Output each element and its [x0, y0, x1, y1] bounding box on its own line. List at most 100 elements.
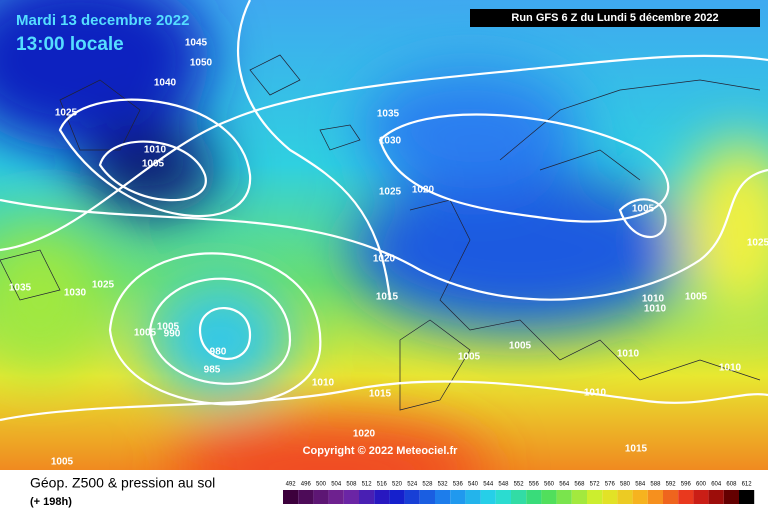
scale-swatch — [571, 490, 587, 504]
isobar-label: 1035 — [9, 283, 32, 294]
scale-label: 584 — [635, 482, 646, 488]
isobar-label: 985 — [204, 365, 221, 376]
scale-swatch — [404, 490, 420, 504]
scale-label: 596 — [681, 482, 692, 488]
scale-swatch — [526, 490, 542, 504]
time: 13:00 locale — [16, 34, 124, 55]
scale-label: 500 — [316, 482, 327, 488]
date: Mardi 13 decembre 2022 — [16, 12, 189, 29]
scale-swatch — [419, 490, 435, 504]
scale-swatch — [678, 490, 694, 504]
scale-label: 604 — [711, 482, 722, 488]
scale-swatch — [465, 490, 481, 504]
scale-label: 560 — [544, 482, 555, 488]
scale-label: 508 — [346, 482, 357, 488]
copyright: Copyright © 2022 Meteociel.fr — [303, 445, 459, 457]
isobar-label: 1015 — [376, 292, 399, 303]
isobar-label: 1010 — [144, 145, 167, 156]
scale-swatch — [328, 490, 344, 504]
isobar-label: 1010 — [644, 304, 667, 315]
scale-swatch — [723, 490, 739, 504]
isobar-label: 1015 — [369, 389, 392, 400]
scale-label: 504 — [331, 482, 342, 488]
isobar-label: 1010 — [312, 378, 335, 389]
scale-swatch — [556, 490, 572, 504]
scale-label: 580 — [620, 482, 631, 488]
scale-label: 496 — [301, 482, 312, 488]
scale-swatch — [693, 490, 709, 504]
isobars — [0, 0, 768, 420]
scale-swatch — [374, 490, 390, 504]
isobar-label: 1035 — [377, 109, 400, 120]
scale-swatch — [495, 490, 511, 504]
footer-lead: (+ 198h) — [30, 496, 72, 508]
isobar-label: 1045 — [185, 38, 208, 49]
scale-swatch — [602, 490, 618, 504]
isobar-label: 1020 — [412, 185, 435, 196]
scale-label: 588 — [650, 482, 661, 488]
isobar-label: 1010 — [584, 388, 607, 399]
isobar-label: 1005 — [458, 352, 481, 363]
scale-label: 540 — [468, 482, 479, 488]
scale-swatch — [298, 490, 314, 504]
isobar-label: 1020 — [353, 429, 376, 440]
scale-label: 556 — [529, 482, 540, 488]
isobar-label: 1030 — [379, 136, 402, 147]
scale-swatch — [647, 490, 663, 504]
isobar-label: 1005 — [157, 322, 180, 333]
scale-swatch — [617, 490, 633, 504]
scale-swatch — [587, 490, 603, 504]
isobar-label: 1025 — [747, 238, 768, 249]
scale-label: 612 — [742, 482, 753, 488]
scale-swatch — [541, 490, 557, 504]
scale-label: 600 — [696, 482, 707, 488]
isobar-label: 990 — [164, 329, 181, 340]
scale-swatch — [313, 490, 329, 504]
scale-label: 516 — [377, 482, 388, 488]
scale-label: 512 — [362, 482, 373, 488]
scale-label: 544 — [483, 482, 494, 488]
isobar-label: 980 — [210, 347, 227, 358]
isobar-label: 1025 — [379, 187, 402, 198]
isobar-label: 1005 — [632, 204, 655, 215]
isobar-label: 1025 — [92, 280, 115, 291]
isobar-label: 1050 — [190, 58, 213, 69]
scale-label: 568 — [574, 482, 585, 488]
isobar-label: 1005 — [51, 457, 74, 468]
scale-swatch — [359, 490, 375, 504]
scale-label: 536 — [453, 482, 464, 488]
isobar-label: 1030 — [64, 288, 87, 299]
scale-label: 608 — [726, 482, 737, 488]
scale-swatch — [435, 490, 451, 504]
scale-label: 524 — [407, 482, 418, 488]
scale-label: 564 — [559, 482, 570, 488]
scale-swatch — [283, 490, 299, 504]
isobar-label: 1010 — [617, 349, 640, 360]
isobar-label: 1025 — [55, 108, 78, 119]
isobar-label: 1040 — [154, 78, 177, 89]
scale-swatch — [511, 490, 527, 504]
footer-title: Géop. Z500 & pression au sol — [30, 475, 215, 491]
scale-swatch — [480, 490, 496, 504]
isobar-label: 1010 — [719, 363, 742, 374]
scale-swatch — [450, 490, 466, 504]
scale-label: 572 — [590, 482, 601, 488]
isobar-label: 1015 — [625, 444, 648, 455]
isobar-label: 1005 — [134, 328, 157, 339]
scale-swatch — [708, 490, 724, 504]
scale-label: 492 — [286, 482, 297, 488]
run: Run GFS 6 Z du Lundi 5 décembre 2022 — [511, 12, 718, 24]
run-box — [470, 9, 760, 27]
scale-label: 548 — [498, 482, 509, 488]
scale-label: 552 — [514, 482, 525, 488]
scale-label: 520 — [392, 482, 403, 488]
scale-swatch — [343, 490, 359, 504]
scale-label: 532 — [438, 482, 449, 488]
isobar-label: 1010 — [642, 294, 665, 305]
coastlines — [0, 54, 761, 411]
scale-swatch — [389, 490, 405, 504]
scale-swatch — [663, 490, 679, 504]
scale-swatch — [632, 490, 648, 504]
scale-label: 528 — [422, 482, 433, 488]
